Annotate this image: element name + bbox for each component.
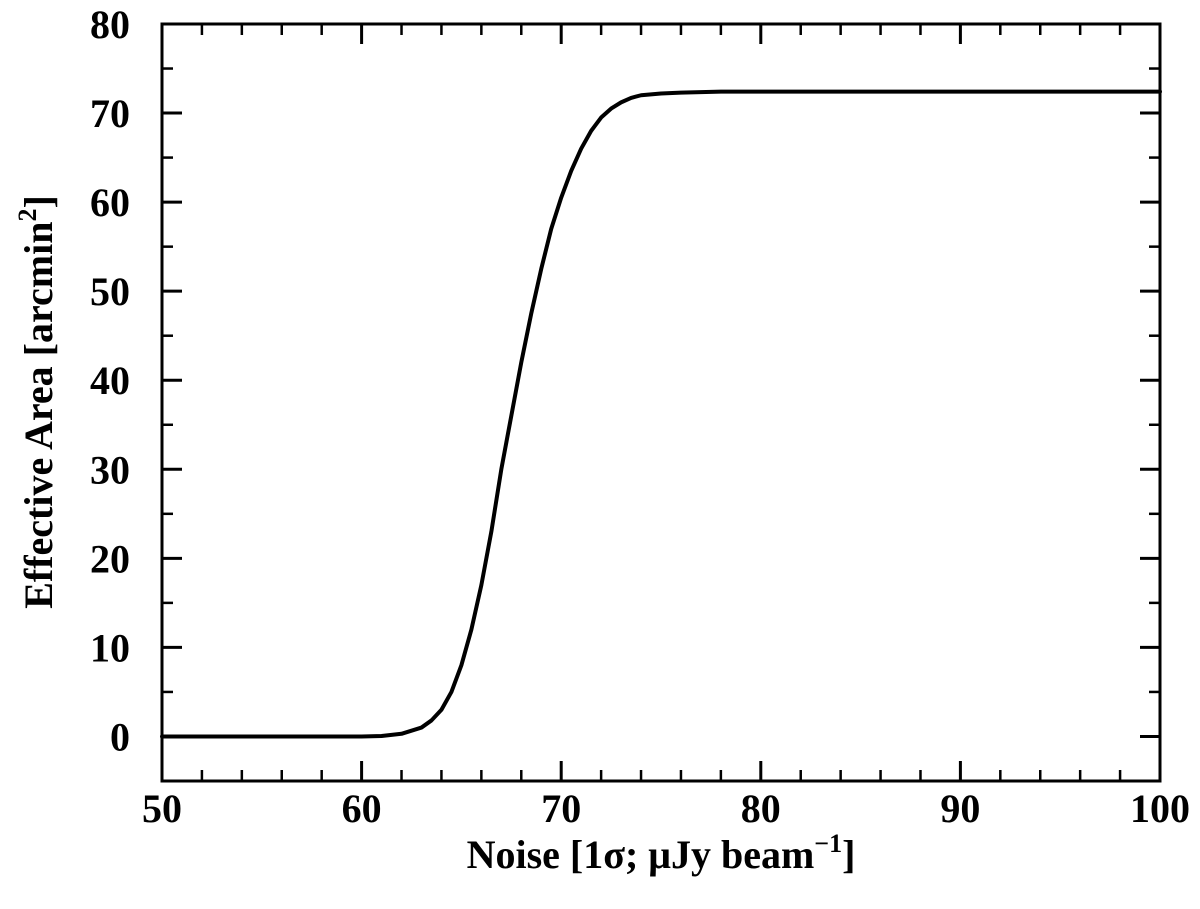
y-tick-label: 40 — [90, 358, 130, 403]
y-tick-label: 70 — [90, 91, 130, 136]
major-ticks — [160, 22, 1162, 781]
x-axis-label: Noise [1σ; μJy beam−1] — [467, 829, 856, 877]
data-line — [160, 89, 1162, 739]
x-axis-label-close: ] — [842, 832, 855, 877]
x-tick-label: 70 — [541, 786, 581, 831]
y-tick-label: 50 — [90, 269, 130, 314]
y-tick-label: 10 — [90, 625, 130, 670]
x-axis-label-sup: −1 — [814, 829, 842, 858]
y-tick-label: 30 — [90, 447, 130, 492]
y-tick-label: 80 — [90, 2, 130, 47]
y-axis-label-sup: 2 — [13, 209, 42, 222]
x-tick-label: 100 — [1130, 786, 1190, 831]
x-axis-label-main: Noise [1σ; μJy beam — [467, 832, 815, 877]
x-tick-label: 90 — [940, 786, 980, 831]
y-axis-label-close: ] — [16, 195, 61, 208]
minor-ticks — [162, 24, 1160, 781]
y-axis-label: Effective Area [arcmin2] — [13, 195, 61, 609]
x-tick-label: 80 — [741, 786, 781, 831]
x-tick-label: 60 — [342, 786, 382, 831]
tick-labels: 50 60 70 80 90 100 0 10 20 30 40 50 60 70 80 — [90, 2, 1190, 831]
y-tick-label: 0 — [110, 714, 130, 759]
plot-frame — [160, 22, 1162, 783]
y-tick-label: 60 — [90, 180, 130, 225]
y-tick-label: 20 — [90, 536, 130, 581]
y-axis-label-main: Effective Area [arcmin — [16, 222, 61, 609]
x-tick-label: 50 — [142, 786, 182, 831]
